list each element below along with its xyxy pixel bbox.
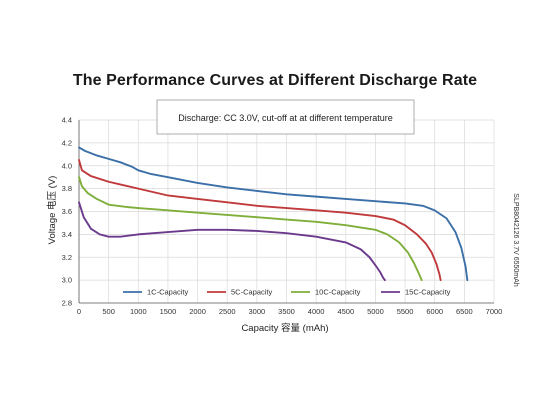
annotation-text: Discharge: CC 3.0V, cut-off at at differ… (178, 113, 392, 123)
y-tick-label: 4.4 (62, 116, 72, 125)
x-tick-label: 5000 (367, 307, 384, 316)
legend-label: 1C-Capacity (147, 288, 189, 297)
y-tick-label: 3.8 (62, 184, 72, 193)
x-tick-label: 2500 (219, 307, 236, 316)
x-tick-label: 1500 (160, 307, 177, 316)
y-tick-label: 3.2 (62, 253, 72, 262)
series-line-5c-capacity (78, 159, 442, 282)
y-tick-label: 4.0 (62, 161, 72, 170)
x-tick-label: 3000 (249, 307, 266, 316)
y-axis-label: Voltage 电压 (V) (46, 176, 58, 245)
series-line-1c-capacity (78, 146, 469, 282)
legend: 1C-Capacity 5C-Capacity 10C-Capacity 15C-Ca… (123, 288, 451, 297)
annotation-frame (156, 99, 415, 135)
y-tick-label: 4.2 (62, 138, 72, 147)
y-tick-label: 3.0 (62, 276, 72, 285)
series-lines (78, 146, 469, 282)
x-tick-label: 5500 (397, 307, 414, 316)
x-tick-label: 6500 (456, 307, 473, 316)
x-axis-label: Capacity 容量 (mAh) (241, 322, 328, 334)
y-tick-label: 3.6 (62, 207, 72, 216)
chart-title: The Performance Curves at Different Disc… (72, 72, 478, 89)
y-tick-labels: 2.8 3.0 3.2 3.4 3.6 3.8 4.0 4.2 4.4 (62, 116, 72, 308)
y-tick-label: 2.8 (62, 299, 72, 308)
x-tick-label: 1000 (130, 307, 147, 316)
x-tick-label: 2000 (189, 307, 206, 316)
y-tick-label: 3.4 (62, 230, 72, 239)
x-tick-label: 4000 (308, 307, 325, 316)
plot-axes (78, 120, 494, 304)
legend-label: 5C-Capacity (231, 288, 273, 297)
x-tick-label: 0 (77, 307, 81, 316)
battery-model-label: SLPB8042126 3.7V 6550mAh (512, 193, 519, 287)
series-line-15c-capacity (78, 201, 386, 282)
x-tick-label: 500 (102, 307, 115, 316)
grid-lines (79, 119, 495, 303)
legend-label: 15C-Capacity (405, 288, 451, 297)
x-tick-label: 7000 (486, 307, 503, 316)
series-line-10c-capacity (78, 176, 423, 282)
legend-label: 10C-Capacity (315, 288, 361, 297)
annotation-box: Discharge: CC 3.0V, cut-off at at differ… (156, 99, 415, 135)
x-tick-labels: 0 500 1000 1500 2000 2500 3000 3500 4000 4500 5000… (77, 307, 502, 316)
x-tick-label: 4500 (337, 307, 354, 316)
x-tick-label: 3500 (278, 307, 295, 316)
x-tick-label: 6000 (426, 307, 443, 316)
